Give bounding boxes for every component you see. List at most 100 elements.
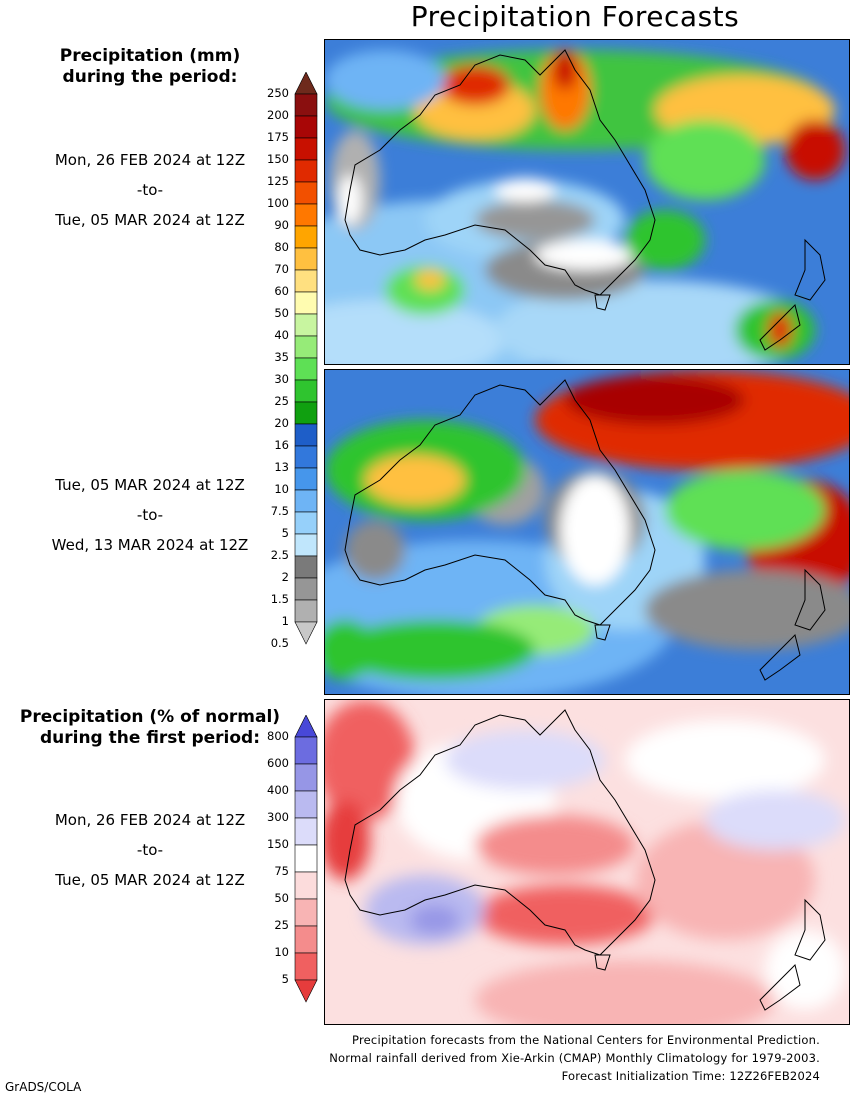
colorbar-tick-label: 0.5 [270, 636, 289, 650]
colorbar-tick-label: 800 [267, 729, 289, 743]
colorbar-tick-label: 10 [274, 482, 289, 496]
colorbar-swatch [294, 379, 318, 403]
colorbar-tick-label: 125 [267, 174, 289, 188]
colorbar-swatch [294, 898, 318, 927]
period1-start: Mon, 26 FEB 2024 at 12Z [54, 151, 246, 169]
colorbar-swatch [294, 291, 318, 315]
period2-start: Tue, 05 MAR 2024 at 12Z [55, 476, 245, 494]
colorbar-swatch [294, 467, 318, 491]
colorbar-swatch [294, 247, 318, 271]
colorbar-tick-label: 16 [274, 438, 289, 452]
colorbar-swatch [294, 599, 318, 623]
period3-start: Mon, 26 FEB 2024 at 12Z [54, 811, 246, 829]
colorbar-tick-label: 90 [274, 218, 289, 232]
precip-map-period1 [325, 40, 849, 364]
colorbar-tick-label: 20 [274, 416, 289, 430]
colorbar-swatch [294, 817, 318, 846]
colorbar-tick-label: 50 [274, 306, 289, 320]
colorbar-tick-label: 7.5 [270, 504, 289, 518]
colorbar-tick-label: 1.5 [270, 592, 289, 606]
colorbar-tick-label: 25 [274, 918, 289, 932]
colorbar-tick-label: 2 [281, 570, 289, 584]
colorbar-swatch [294, 763, 318, 792]
colorbar-tick-label: 100 [267, 196, 289, 210]
precip-mm-heading-line2: during the period: [62, 67, 238, 87]
period1-sep: -to- [136, 181, 164, 199]
colorbar-swatch [294, 313, 318, 337]
colorbar-top-arrow [294, 72, 318, 95]
colorbar-tick-label: 13 [274, 460, 289, 474]
colorbar-swatch [294, 401, 318, 425]
colorbar-tick-label: 10 [274, 945, 289, 959]
colorbar-swatch [294, 335, 318, 359]
colorbar-tick-label: 175 [267, 130, 289, 144]
colorbar-bottom-arrow [294, 621, 318, 645]
colorbar-swatch [294, 225, 318, 249]
colorbar-tick-label: 50 [274, 891, 289, 905]
colorbar-tick-label: 300 [267, 810, 289, 824]
colorbar-swatch [294, 555, 318, 579]
period1-end: Tue, 05 MAR 2024 at 12Z [55, 211, 245, 229]
colorbar-swatch [294, 181, 318, 205]
period2-dates: Tue, 05 MAR 2024 at 12Z -to- Wed, 13 MAR… [0, 470, 300, 560]
footer-line2: Normal rainfall derived from Xie-Arkin (… [329, 1051, 820, 1065]
colorbar-tick-label: 5 [281, 972, 289, 986]
colorbar-swatch [294, 423, 318, 447]
precip-colorbar [294, 72, 318, 645]
percent-normal-map [325, 700, 849, 1024]
colorbar-swatch [294, 844, 318, 873]
colorbar-tick-label: 200 [267, 108, 289, 122]
period3-sep: -to- [136, 841, 164, 859]
colorbar-tick-label: 2.5 [270, 548, 289, 562]
page-title: Precipitation Forecasts [410, 0, 740, 33]
colorbar-tick-label: 70 [274, 262, 289, 276]
colorbar-swatch [294, 203, 318, 227]
colorbar-swatch [294, 871, 318, 900]
colorbar-tick-label: 40 [274, 328, 289, 342]
percent-normal-heading-line2: during the first period: [39, 728, 261, 748]
map-panel-period2 [324, 369, 850, 695]
coastline-lines [344, 379, 826, 681]
colorbar-swatch [294, 357, 318, 381]
colorbar-tick-label: 150 [267, 152, 289, 166]
colorbar-swatch [294, 489, 318, 513]
colorbar-swatch [294, 93, 318, 117]
precip-mm-heading: Precipitation (mm) during the period: [0, 46, 300, 88]
colorbar-tick-label: 1 [281, 614, 289, 628]
colorbar-tick-label: 60 [274, 284, 289, 298]
colorbar-swatch [294, 577, 318, 601]
percent-normal-colorbar [294, 715, 318, 1003]
map-panel-percent-normal [324, 699, 850, 1025]
colorbar-swatch [294, 511, 318, 535]
colorbar-swatch [294, 533, 318, 557]
colorbar-swatch [294, 952, 318, 981]
colorbar-swatch [294, 137, 318, 161]
colorbar-tick-label: 75 [274, 864, 289, 878]
period2-sep: -to- [136, 506, 164, 524]
colorbar-tick-label: 30 [274, 372, 289, 386]
footer-line3: Forecast Initialization Time: 12Z26FEB20… [561, 1069, 820, 1083]
map-panel-period1 [324, 39, 850, 365]
colorbar-swatch [294, 736, 318, 765]
colorbar-tick-label: 250 [267, 86, 289, 100]
colorbar-tick-label: 35 [274, 350, 289, 364]
period1-dates: Mon, 26 FEB 2024 at 12Z -to- Tue, 05 MAR… [0, 145, 300, 235]
period3-dates: Mon, 26 FEB 2024 at 12Z -to- Tue, 05 MAR… [0, 805, 300, 895]
colorbar-swatch [294, 269, 318, 293]
colorbar-tick-label: 80 [274, 240, 289, 254]
colorbar-tick-label: 150 [267, 837, 289, 851]
colorbar-tick-label: 600 [267, 756, 289, 770]
colorbar-swatch [294, 115, 318, 139]
colorbar-tick-label: 25 [274, 394, 289, 408]
grads-credit: GrADS/COLA [5, 1080, 82, 1094]
coastline-lines [344, 49, 826, 351]
period3-end: Tue, 05 MAR 2024 at 12Z [55, 871, 245, 889]
coastline-lines [344, 709, 826, 1011]
colorbar-bottom-arrow [294, 979, 318, 1003]
colorbar-top-arrow [294, 715, 318, 738]
colorbar-swatch [294, 445, 318, 469]
colorbar-tick-label: 400 [267, 783, 289, 797]
period2-end: Wed, 13 MAR 2024 at 12Z [51, 536, 249, 554]
precip-mm-heading-line1: Precipitation (mm) [59, 46, 241, 66]
colorbar-tick-label: 5 [281, 526, 289, 540]
